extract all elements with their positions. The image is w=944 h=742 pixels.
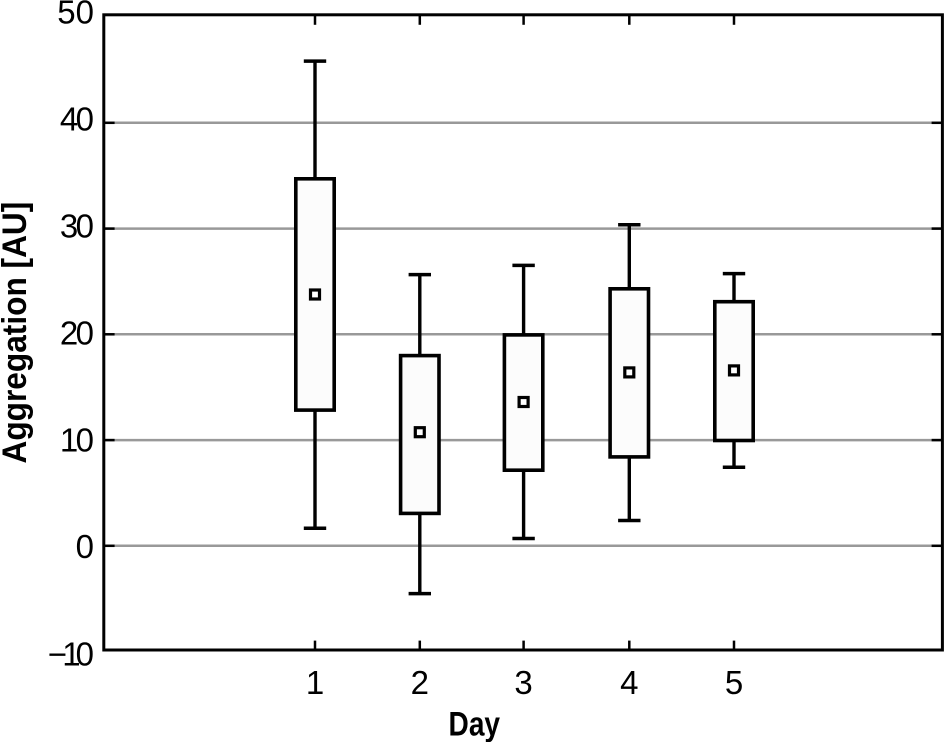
svg-text:30: 30 — [60, 208, 94, 245]
svg-text:5: 5 — [725, 664, 743, 701]
svg-text:2: 2 — [411, 664, 429, 701]
svg-text:Day: Day — [449, 706, 501, 742]
svg-text:40: 40 — [60, 101, 94, 138]
svg-text:3: 3 — [514, 664, 532, 701]
svg-text:4: 4 — [620, 664, 638, 701]
svg-text:10: 10 — [60, 422, 94, 459]
svg-text:50: 50 — [57, 0, 94, 31]
svg-text:−10: −10 — [48, 636, 94, 673]
svg-text:20: 20 — [60, 315, 94, 352]
svg-text:1: 1 — [306, 664, 324, 701]
svg-text:0: 0 — [76, 528, 94, 565]
svg-text:Aggregation [AU]: Aggregation [AU] — [0, 202, 34, 464]
